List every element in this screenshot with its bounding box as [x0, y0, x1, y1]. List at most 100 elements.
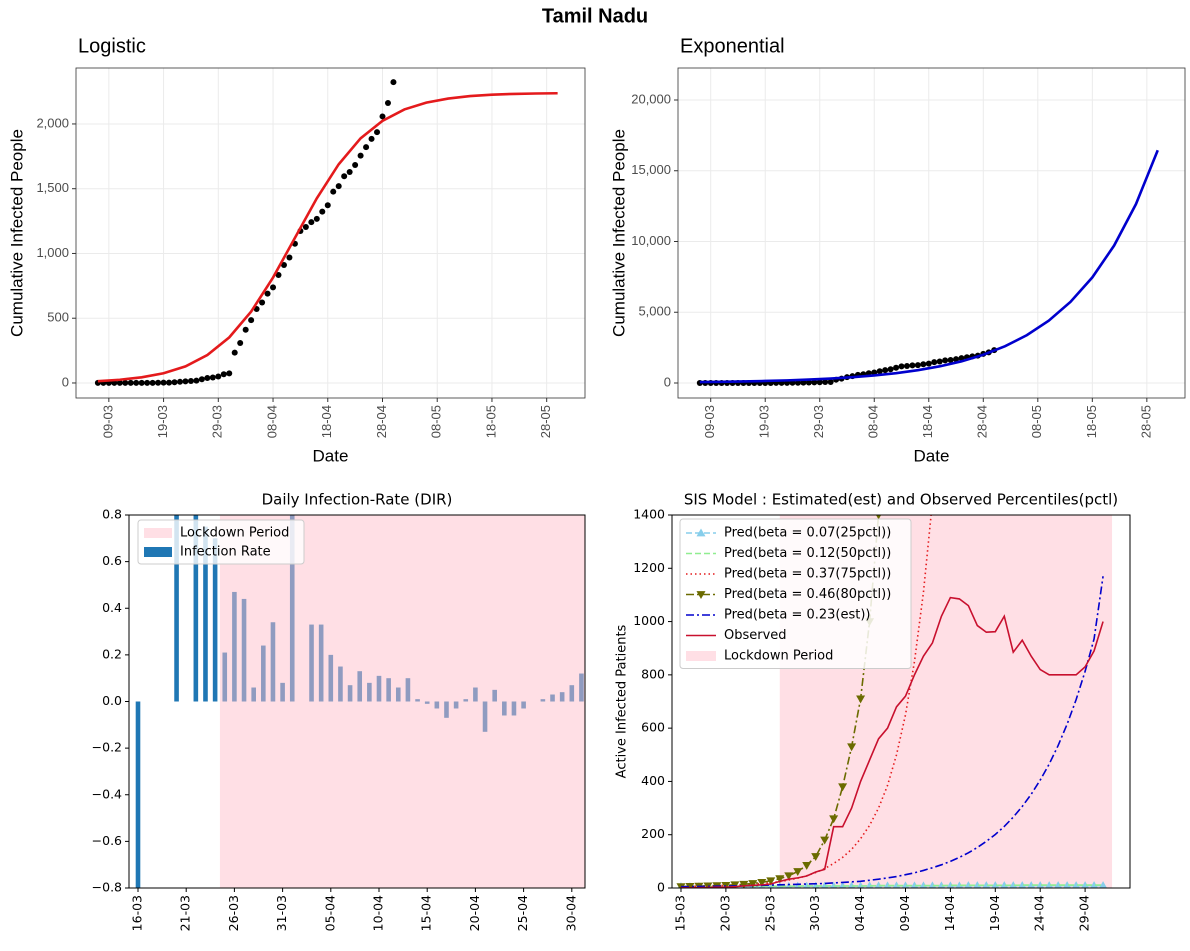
legend-marker	[696, 528, 706, 537]
y-tick-label: 5,000	[638, 304, 671, 319]
series-marker	[739, 880, 749, 888]
data-point	[942, 357, 949, 364]
series-marker	[982, 881, 991, 888]
data-point	[286, 254, 293, 261]
plot-frame	[671, 514, 1131, 889]
legend-label: Pred(beta = 0.07(25pctl))	[724, 526, 891, 541]
chart: SIS Model : Estimated(est) and Observed …	[615, 491, 1131, 931]
data-point	[822, 379, 829, 386]
x-tick-label: 29-04	[1077, 895, 1092, 931]
data-point	[133, 379, 140, 386]
x-tick-label: 08-05	[1029, 405, 1044, 438]
data-point	[319, 208, 326, 215]
legend-box	[679, 518, 912, 669]
x-tick-label: 24-04	[1032, 895, 1047, 931]
series-marker	[875, 515, 882, 520]
y-tick-label: 0.4	[102, 600, 122, 615]
x-tick-label: 15-04	[419, 895, 434, 931]
bar	[174, 515, 179, 702]
y-tick-label: 0.6	[102, 553, 122, 568]
data-point	[898, 363, 905, 370]
x-tick-label: 28-04	[975, 405, 990, 438]
y-tick-label: −0.6	[92, 833, 122, 848]
x-tick-label: 25-04	[515, 895, 530, 931]
series-marker	[946, 881, 955, 888]
data-point	[887, 366, 894, 373]
bar	[212, 538, 218, 702]
series-marker	[1045, 881, 1054, 888]
data-point	[374, 129, 381, 136]
data-point	[182, 378, 189, 385]
x-tick-label: 08-04	[866, 405, 881, 438]
data-point	[335, 183, 342, 190]
x-tick-label: 25-03	[762, 895, 777, 931]
plot-background	[76, 68, 585, 398]
legend-label: Pred(beta = 0.37(75pctl))	[724, 567, 891, 582]
chart: Daily Infection-Rate (DIR) −0.8 −0.6 −0.4 −0…	[92, 491, 586, 931]
data-point	[341, 173, 348, 180]
plot-background	[678, 68, 1185, 398]
data-point	[805, 379, 812, 386]
y-tick-label: 20,000	[631, 91, 671, 106]
chart-title: Logistic	[78, 35, 146, 57]
y-tick-label: 1,500	[36, 180, 69, 195]
data-point	[209, 374, 216, 381]
data-point	[936, 358, 943, 365]
data-point	[116, 379, 123, 386]
data-point	[816, 379, 823, 386]
x-tick-label: 04-04	[852, 895, 867, 931]
data-point	[363, 144, 370, 151]
series-marker	[757, 879, 767, 887]
data-point	[149, 379, 156, 386]
legend-label: Pred(beta = 0.23(est))	[724, 608, 871, 623]
legend-swatch	[144, 547, 172, 557]
legend-label: Lockdown Period	[724, 649, 833, 664]
chart-title: Daily Infection-Rate (DIR)	[262, 491, 453, 509]
x-tick-label: 14-04	[942, 895, 957, 931]
data-point	[215, 373, 222, 380]
legend-swatch	[686, 651, 716, 661]
data-point	[275, 271, 282, 278]
data-point	[171, 379, 178, 386]
series-marker	[811, 853, 821, 862]
data-point	[882, 367, 889, 374]
data-point	[127, 379, 134, 386]
y-tick-label: 600	[641, 720, 665, 735]
y-tick-label: 0	[62, 374, 69, 389]
x-tick-label: 19-03	[757, 405, 772, 438]
bar	[135, 701, 141, 888]
series-line	[680, 884, 1104, 888]
x-tick-label: 20-04	[467, 895, 482, 931]
data-point	[931, 359, 938, 366]
y-tick-label: 200	[641, 826, 665, 841]
data-point	[308, 219, 315, 226]
data-point	[903, 362, 910, 369]
data-point	[144, 379, 151, 386]
x-tick-label: 19-03	[155, 405, 170, 438]
data-point	[160, 379, 167, 386]
chart: Logistic Cumulative Infected People Date 0 5…	[7, 35, 586, 465]
series-marker	[1081, 881, 1090, 888]
data-point	[187, 378, 194, 385]
data-point	[231, 349, 238, 356]
series-marker	[829, 815, 839, 824]
data-point	[198, 376, 205, 383]
series-marker	[847, 743, 857, 752]
series-marker	[1000, 881, 1009, 888]
chart-title: Exponential	[680, 35, 785, 57]
series-marker	[1009, 881, 1018, 888]
plot-area	[135, 515, 585, 888]
data-point	[920, 361, 927, 368]
data-point	[876, 368, 883, 375]
x-tick-label: 09-03	[100, 405, 115, 438]
data-point	[122, 379, 129, 386]
data-point	[302, 224, 309, 231]
series-marker	[748, 880, 758, 888]
data-point	[270, 284, 277, 291]
y-axis-label: Cumulative Infected People	[609, 129, 628, 337]
y-tick-label: 1200	[633, 560, 665, 575]
x-tick-label: 09-04	[897, 895, 912, 931]
legend-label: Infection Rate	[180, 545, 271, 560]
data-point	[237, 339, 244, 346]
legend-label: Lockdown Period	[180, 526, 289, 541]
